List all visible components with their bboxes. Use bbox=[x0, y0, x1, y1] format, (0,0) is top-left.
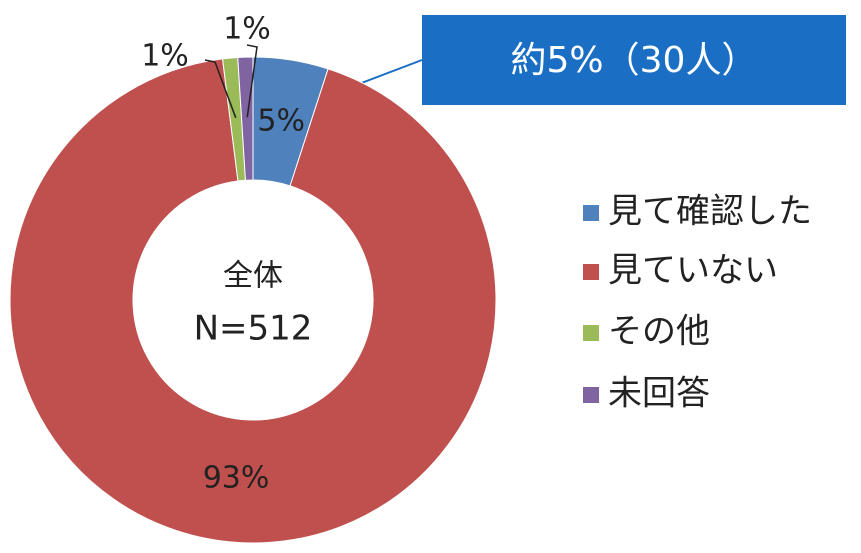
legend-swatch bbox=[583, 205, 599, 221]
leader-line bbox=[204, 59, 237, 119]
value-label: 5% bbox=[257, 104, 305, 139]
legend-label: 見ていない bbox=[608, 251, 778, 291]
center-label: N=512 bbox=[194, 309, 313, 349]
legend-swatch bbox=[583, 325, 599, 341]
leader-line bbox=[246, 44, 258, 118]
legend-swatch bbox=[583, 264, 599, 280]
legend-label: 未回答 bbox=[608, 374, 710, 414]
donut-slice bbox=[237, 56, 254, 181]
legend-label: 見て確認した bbox=[608, 192, 812, 232]
value-label: 1% bbox=[141, 39, 189, 74]
callout-text: 約5%（30人） bbox=[511, 40, 758, 81]
value-label: 1% bbox=[223, 12, 271, 47]
legend-label: その他 bbox=[608, 312, 710, 352]
value-label: 93% bbox=[203, 461, 270, 496]
callout-box bbox=[422, 15, 846, 105]
legend-swatch bbox=[583, 387, 599, 403]
center-label: 全体 bbox=[223, 259, 283, 294]
donut-slice bbox=[9, 58, 497, 544]
